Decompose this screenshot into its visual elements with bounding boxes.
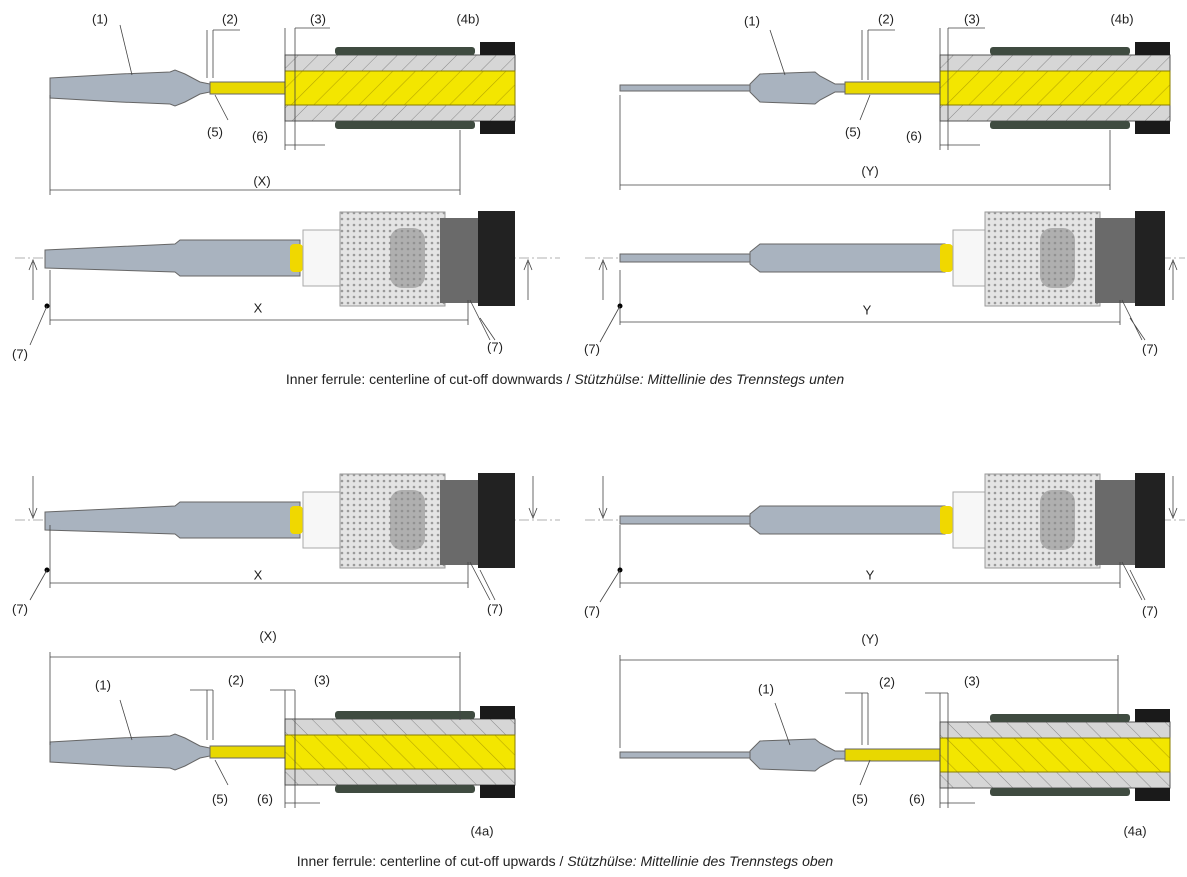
part (284, 705, 516, 799)
dimension-line (619, 27, 1111, 190)
view-bottom-left (15, 472, 560, 601)
label: (Y) (861, 163, 878, 178)
label: (4b) (1110, 11, 1133, 26)
label: Y (866, 567, 875, 582)
label: (7) (487, 339, 503, 354)
label: Y (863, 302, 872, 317)
label: (3) (964, 11, 980, 26)
part (49, 733, 286, 771)
part (49, 69, 286, 107)
label: (2) (879, 674, 895, 689)
label: (6) (909, 791, 925, 806)
label: (3) (314, 672, 330, 687)
label: (4b) (456, 11, 479, 26)
label: (1) (758, 681, 774, 696)
label: (5) (212, 791, 228, 806)
label: (7) (584, 341, 600, 356)
label: (7) (12, 346, 28, 361)
part (619, 472, 1166, 569)
label: (5) (852, 791, 868, 806)
dimension-line (619, 655, 1119, 808)
label: (1) (744, 13, 760, 28)
dimension-line (599, 569, 621, 603)
labels: (1) (2) (3) (4b) (5) (6) (X) (1) (2) (3)… (12, 11, 1158, 868)
part (619, 210, 1166, 307)
label: (7) (12, 601, 28, 616)
label: (2) (878, 11, 894, 26)
label: (2) (222, 11, 238, 26)
part (284, 41, 516, 135)
view-bottom-right (585, 472, 1185, 603)
caption: Inner ferrule: centerline of cut-off upw… (297, 853, 834, 869)
dimension-line (49, 652, 461, 808)
label: (X) (253, 173, 270, 188)
dimension-line (49, 24, 461, 195)
label: (6) (252, 128, 268, 143)
dimension-line (28, 258, 533, 341)
caption-plain: Inner ferrule: centerline of cut-off upw… (297, 853, 568, 869)
caption: Inner ferrule: centerline of cut-off dow… (286, 371, 844, 387)
view-top-right (585, 210, 1185, 343)
part (939, 708, 1171, 802)
label: (X) (259, 628, 276, 643)
section-bottom-right (619, 655, 1171, 808)
label: (2) (228, 672, 244, 687)
caption-plain: Inner ferrule: centerline of cut-off dow… (286, 371, 574, 387)
label: X (254, 567, 263, 582)
part (44, 472, 516, 569)
dimension-line (598, 476, 1178, 601)
label: (4a) (470, 823, 493, 838)
dimension-line (29, 305, 48, 346)
label: (7) (1142, 341, 1158, 356)
label: (7) (1142, 603, 1158, 618)
part (44, 210, 516, 307)
dimension-line (29, 569, 48, 601)
label: (3) (310, 11, 326, 26)
label: (7) (584, 603, 600, 618)
label: (5) (207, 124, 223, 139)
section-bottom-left (49, 652, 516, 808)
section-top-left (49, 24, 516, 195)
caption-italic: Stützhülse: Mittellinie des Trennstegs u… (574, 371, 844, 387)
caption-italic: Stützhülse: Mittellinie des Trennstegs o… (567, 853, 833, 869)
dimension-line (28, 476, 538, 601)
part (939, 41, 1171, 135)
dimension-line (598, 258, 1178, 341)
label: (6) (257, 791, 273, 806)
label: (Y) (861, 631, 878, 646)
label: (3) (964, 673, 980, 688)
label: (4a) (1123, 823, 1146, 838)
label: (1) (92, 11, 108, 26)
label: (5) (845, 124, 861, 139)
label: (7) (487, 601, 503, 616)
label: X (254, 300, 263, 315)
part (619, 738, 941, 772)
label: (6) (906, 128, 922, 143)
section-top-right (619, 27, 1171, 190)
view-top-left (15, 210, 560, 346)
label: (1) (95, 677, 111, 692)
part (619, 71, 941, 105)
dimension-line (599, 305, 621, 343)
